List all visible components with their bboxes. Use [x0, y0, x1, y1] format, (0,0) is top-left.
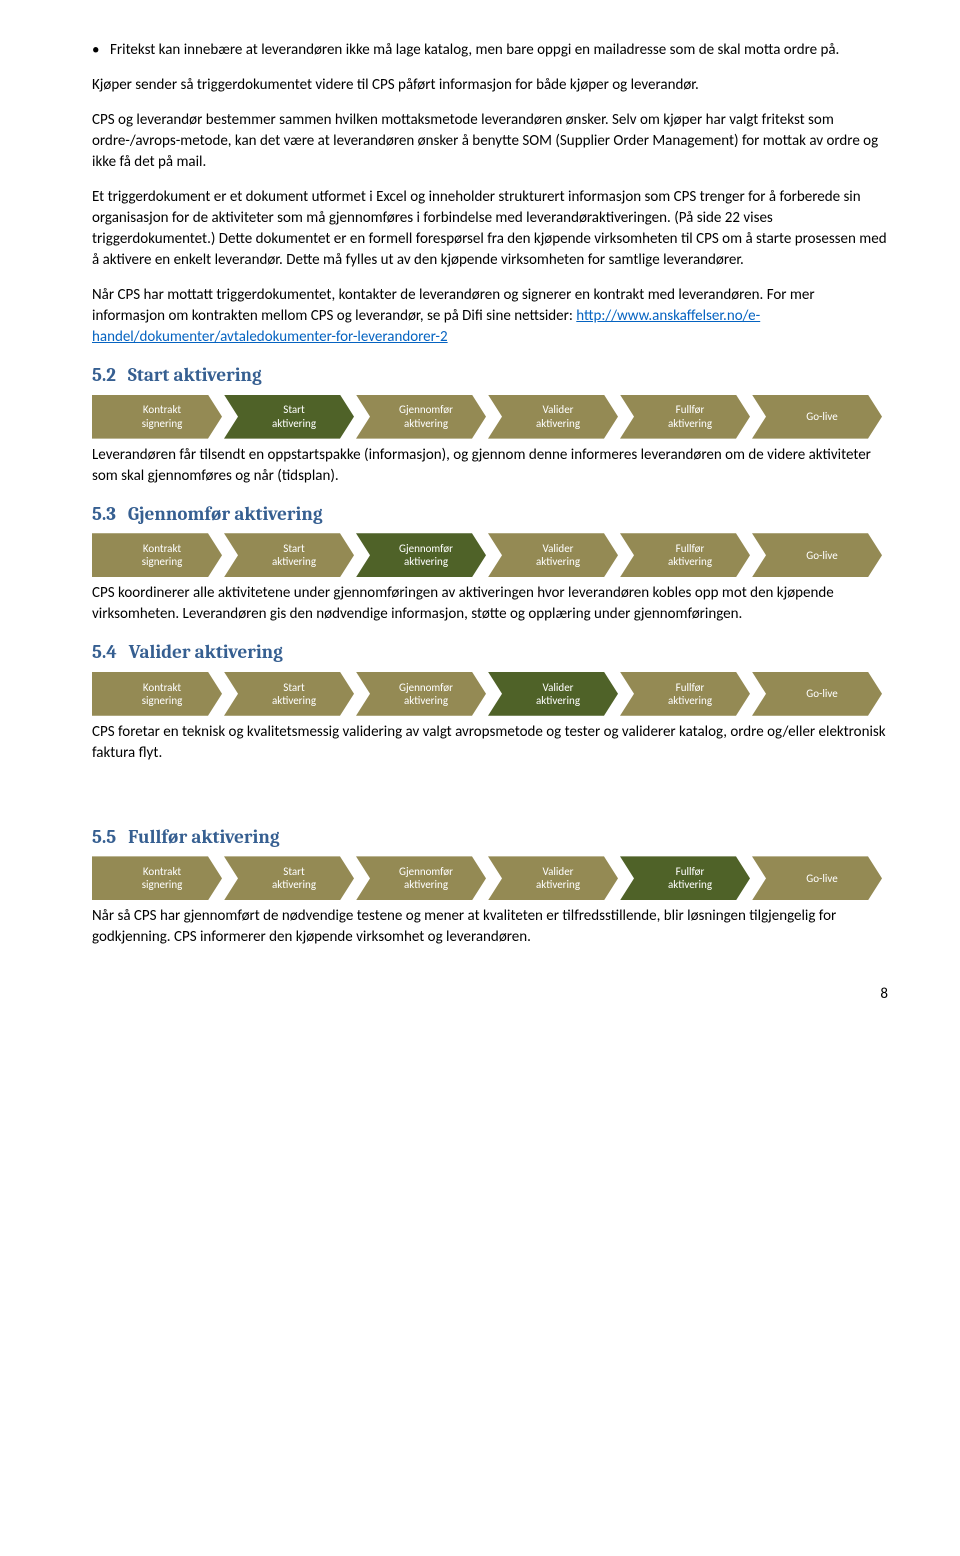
bullet-item: • Fritekst kan innebære at leverandøren … [92, 40, 888, 61]
chevron-step-start: Startaktivering [224, 672, 354, 716]
chevron-step-start: Startaktivering [224, 856, 354, 900]
process-chevron-row: Kontraktsignering Startaktivering Gjenno… [92, 672, 888, 716]
chevron-step-golive: Go-live [752, 856, 882, 900]
section-title: Valider aktivering [129, 641, 283, 663]
process-chevron-row: Kontraktsignering Startaktivering Gjenno… [92, 395, 888, 439]
chevron-step-kontrakt: Kontraktsignering [92, 856, 222, 900]
chevron-step-start: Startaktivering [224, 395, 354, 439]
page-number: 8 [92, 984, 888, 1005]
section-body: CPS koordinerer alle aktivitetene under … [92, 583, 888, 625]
section-title: Gjennomfør aktivering [128, 503, 323, 525]
section-heading-5-5: 5.5 Fullfør aktivering [92, 824, 888, 851]
chevron-step-valider: Valideraktivering [488, 395, 618, 439]
chevron-step-fullfor: Fullføraktivering [620, 395, 750, 439]
section-number: 5.2 [92, 364, 116, 386]
chevron-step-gjennomfor: Gjennomføraktivering [356, 395, 486, 439]
section-title: Fullfør aktivering [128, 826, 279, 848]
chevron-step-gjennomfor: Gjennomføraktivering [356, 672, 486, 716]
chevron-step-gjennomfor: Gjennomføraktivering [356, 856, 486, 900]
paragraph: Når CPS har mottatt triggerdokumentet, k… [92, 285, 888, 348]
chevron-step-valider: Valideraktivering [488, 672, 618, 716]
chevron-step-valider: Valideraktivering [488, 856, 618, 900]
chevron-step-gjennomfor: Gjennomføraktivering [356, 533, 486, 577]
paragraph: Et triggerdokument er et dokument utform… [92, 187, 888, 271]
section-heading-5-4: 5.4 Valider aktivering [92, 639, 888, 666]
paragraph: CPS og leverandør bestemmer sammen hvilk… [92, 110, 888, 173]
section-heading-5-3: 5.3 Gjennomfør aktivering [92, 501, 888, 528]
chevron-step-golive: Go-live [752, 533, 882, 577]
bullet-text: Fritekst kan innebære at leverandøren ik… [110, 40, 888, 61]
process-chevron-row: Kontraktsignering Startaktivering Gjenno… [92, 533, 888, 577]
section-number: 5.5 [92, 826, 116, 848]
chevron-step-fullfor: Fullføraktivering [620, 856, 750, 900]
section-body: Leverandøren får tilsendt en oppstartspa… [92, 445, 888, 487]
chevron-step-fullfor: Fullføraktivering [620, 533, 750, 577]
chevron-step-kontrakt: Kontraktsignering [92, 533, 222, 577]
chevron-step-fullfor: Fullføraktivering [620, 672, 750, 716]
chevron-step-golive: Go-live [752, 395, 882, 439]
paragraph: Kjøper sender så triggerdokumentet vider… [92, 75, 888, 96]
section-heading-5-2: 5.2 Start aktivering [92, 362, 888, 389]
chevron-step-kontrakt: Kontraktsignering [92, 672, 222, 716]
chevron-step-golive: Go-live [752, 672, 882, 716]
section-title: Start aktivering [128, 364, 262, 386]
section-body: CPS foretar en teknisk og kvalitetsmessi… [92, 722, 888, 764]
section-number: 5.3 [92, 503, 116, 525]
bullet-icon: • [92, 40, 110, 61]
chevron-step-kontrakt: Kontraktsignering [92, 395, 222, 439]
chevron-step-valider: Valideraktivering [488, 533, 618, 577]
chevron-step-start: Startaktivering [224, 533, 354, 577]
section-body: Når så CPS har gjennomført de nødvendige… [92, 906, 888, 948]
section-number: 5.4 [92, 641, 117, 663]
process-chevron-row: Kontraktsignering Startaktivering Gjenno… [92, 856, 888, 900]
